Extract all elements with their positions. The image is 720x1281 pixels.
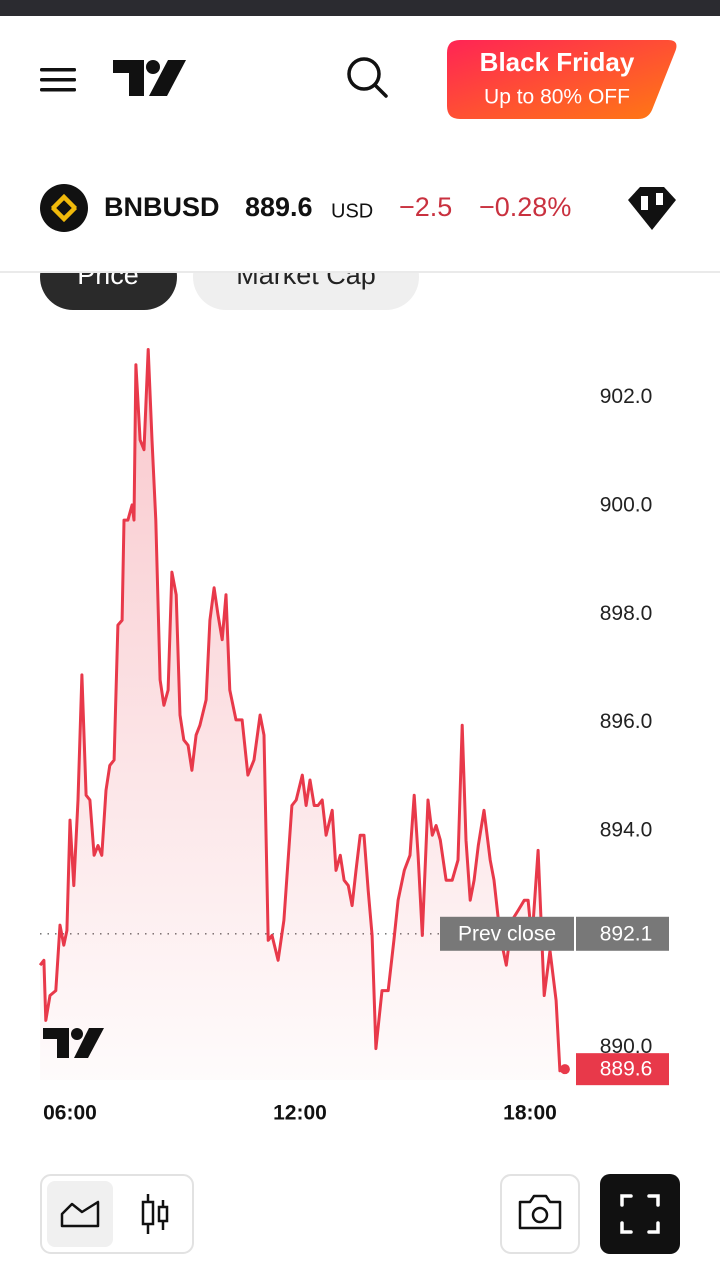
chart-style-switch	[40, 1174, 194, 1254]
change-percent: −0.28%	[479, 192, 571, 222]
area-style-button[interactable]	[47, 1181, 113, 1247]
alert-icon[interactable]	[628, 187, 676, 230]
x-tick-label: 18:00	[503, 1102, 557, 1125]
y-tick-label: 898.0	[600, 602, 653, 625]
x-tick-label: 06:00	[43, 1102, 97, 1125]
status-bar	[0, 0, 720, 16]
menu-button[interactable]	[40, 68, 76, 92]
search-button[interactable]	[347, 57, 388, 98]
fullscreen-button[interactable]	[600, 1174, 680, 1254]
chart: 890.0892.0894.0896.0898.0900.0902.006:00…	[38, 348, 669, 1125]
change: −2.5	[399, 192, 452, 222]
prev-close-label: Prev close	[458, 922, 556, 945]
tab-label: Market Cap	[236, 260, 376, 290]
currency: USD	[331, 200, 373, 222]
last-price-label: 889.6	[600, 1058, 653, 1081]
price: 889.6	[245, 192, 313, 222]
price-line	[38, 348, 566, 1073]
promo-title: Black Friday	[480, 47, 635, 77]
promo-subtitle: Up to 80% OFF	[484, 86, 630, 109]
y-tick-label: 890.0	[600, 1035, 653, 1058]
last-point	[559, 1064, 570, 1075]
area-fill	[40, 349, 565, 1080]
promo-button[interactable]: Black Friday Up to 80% OFF	[447, 40, 677, 119]
snapshot-button[interactable]	[500, 1174, 580, 1254]
prev-close-tag	[440, 916, 574, 951]
tab[interactable]	[193, 244, 419, 310]
tabs: Price Market Cap	[40, 244, 419, 310]
y-tick-label: 894.0	[600, 818, 653, 841]
candle-style-button[interactable]	[141, 1194, 169, 1234]
y-tick-label: 896.0	[600, 710, 653, 733]
prev-close-value-tag	[576, 916, 669, 951]
tab-active[interactable]	[40, 244, 177, 310]
symbol: BNBUSD	[104, 192, 220, 222]
prev-close-value: 892.1	[600, 922, 653, 945]
chart-watermark	[43, 1028, 104, 1058]
last-price-tag	[576, 1053, 669, 1086]
logo[interactable]	[113, 60, 186, 96]
coin-icon	[40, 184, 88, 232]
y-tick-label: 902.0	[600, 385, 653, 408]
y-tick-label: 900.0	[600, 494, 653, 517]
x-tick-label: 12:00	[273, 1102, 327, 1125]
tab-label: Price	[77, 260, 139, 290]
